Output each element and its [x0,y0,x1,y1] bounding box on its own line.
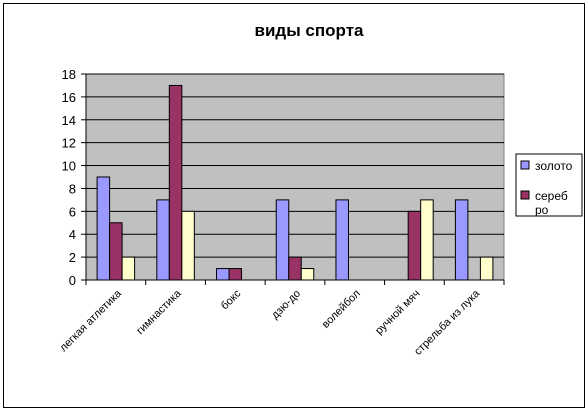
chart-frame: виды спорта 0 2 4 6 8 10 12 14 16 18 легкая атлети… [3,3,585,408]
plot-background [85,73,505,281]
y-tick-label: 0 [69,273,76,288]
bar [454,199,469,281]
y-tick-label: 12 [62,136,76,151]
y-tick-label: 10 [62,159,76,174]
y-tick-label: 4 [69,227,76,242]
y-tick-label: 14 [62,113,76,128]
bar [96,176,111,281]
legend-label: сереб [535,189,568,203]
bar [420,199,434,281]
x-tick-label: волейбол [320,288,363,331]
y-tick-label: 6 [69,204,76,219]
x-tick-label: бокс [219,287,244,312]
x-tick-label: легкая атлетика [58,287,125,354]
bar [275,199,290,281]
y-tick-label: 8 [69,181,76,196]
chart-title: виды спорта [255,21,365,40]
bar [335,199,349,281]
legend-swatch [520,160,530,170]
bar [121,256,136,281]
x-tick-label: дзю-до [269,288,303,322]
y-tick-label: 16 [62,90,76,105]
bar [168,84,183,281]
y-tick-label: 2 [69,250,76,265]
chart: виды спорта 0 2 4 6 8 10 12 14 16 18 легкая атлети… [58,21,583,358]
legend-swatch [520,190,530,200]
bar [216,268,230,281]
bar [479,256,494,281]
plot-area: 0 2 4 6 8 10 12 14 16 18 легкая атлетика гимнастика… [58,67,505,358]
bar [288,256,302,281]
legend-label: золото [535,159,573,173]
legend-label: ро [535,203,549,217]
x-tick-label: гимнастика [134,287,184,337]
x-tick-label: ручной мяч [373,288,422,337]
bar [407,210,422,281]
bar [109,222,123,281]
bar [181,210,195,281]
bar [156,199,170,281]
y-tick-label: 18 [62,67,76,82]
bar [228,268,243,281]
x-tick-label: стрельба из лука [412,287,483,358]
bar [300,268,315,281]
